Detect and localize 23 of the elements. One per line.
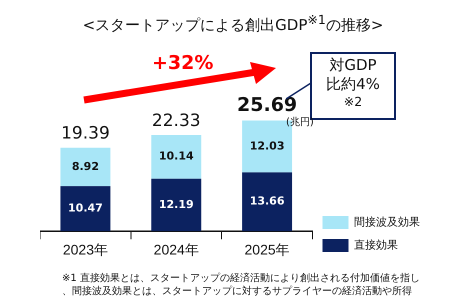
text: +32% [152, 52, 214, 74]
x-tick-label: 2025年 [244, 241, 290, 258]
legend-label: 間接波及効果 [354, 216, 420, 229]
data-label: 10.14 [158, 150, 194, 163]
data-label: 12.03 [250, 139, 284, 152]
total-label: 25.69 [237, 94, 298, 116]
bar [151, 178, 202, 232]
bar [242, 172, 292, 232]
total-label: 19.39 [61, 124, 110, 144]
annotation: (兆円) [286, 116, 314, 129]
data-label: 8.92 [72, 160, 99, 173]
legend-label: 直接効果 [354, 238, 398, 252]
bar [60, 186, 110, 232]
data-label: 12.19 [158, 198, 194, 211]
data-label: 10.47 [68, 202, 103, 215]
x-tick-label: 2023年 [62, 241, 108, 258]
chart-title: <スタートアップによる創出GDP$^{※1}$の推移> [82, 12, 384, 35]
bar [60, 148, 110, 186]
text: ※1 直接効果とは、スタートアップの経済活動により創出される付加価値を指し、間接波及効果とは、スタートアップに対するサプライヤーの経済活動や所得 [62, 272, 421, 298]
total-label: 22.33 [152, 110, 201, 131]
x-tick-label: 2024年 [154, 241, 199, 258]
data-label: 13.66 [250, 194, 285, 208]
bar [151, 135, 202, 179]
